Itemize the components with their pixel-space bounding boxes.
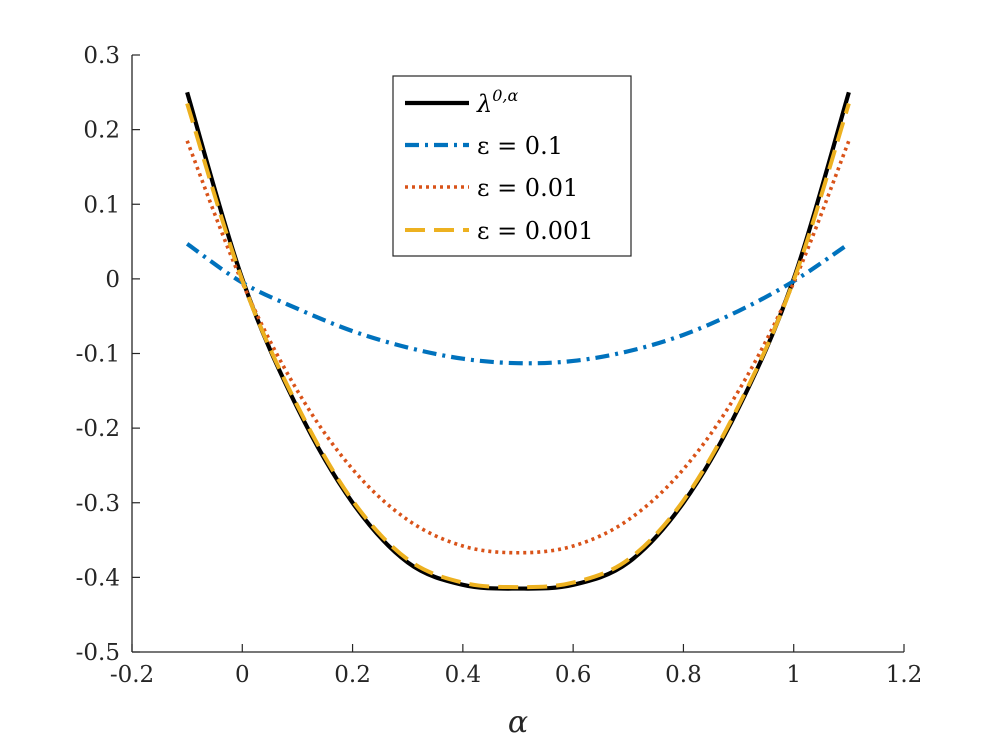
legend-label-lambda-main: λ bbox=[476, 90, 492, 118]
legend-entry-eps-0-01: ε = 0.01 bbox=[405, 174, 578, 202]
legend-label-eps-0-001: ε = 0.001 bbox=[477, 217, 594, 245]
plot-area: -0.2 0 0.2 0.4 0.6 0.8 1 1.2 -0.5-0.4-0.3-0.2-0… bbox=[76, 43, 923, 740]
series-eps-0-01-line bbox=[185, 140, 851, 555]
x-tick-label: 0 bbox=[235, 662, 250, 688]
x-axis-title: α bbox=[508, 705, 528, 740]
y-tick-label: 0.3 bbox=[83, 43, 120, 69]
legend-label-eps-0-1: ε = 0.1 bbox=[477, 132, 563, 160]
y-axis-ticks: -0.5 -0.4 -0.3 -0.2 -0.1 0 0.1 0.2 0.3 bbox=[76, 43, 140, 666]
series-eps-0-001-line bbox=[185, 102, 851, 590]
legend-entry-lambda: λ0,α bbox=[405, 86, 518, 118]
x-tick-label: 1.2 bbox=[886, 662, 923, 688]
x-axis-ticks: -0.2 0 0.2 0.4 0.6 0.8 1 1.2 bbox=[110, 644, 922, 688]
y-tick-label: 0.1 bbox=[83, 192, 120, 218]
y-tick-label: -0.4 bbox=[76, 565, 120, 591]
y-tick-label: -0.1 bbox=[76, 342, 120, 368]
legend-label-eps-0-01: ε = 0.01 bbox=[477, 174, 578, 202]
series-group bbox=[185, 91, 851, 591]
y-tick-label: 0 bbox=[105, 267, 120, 293]
y-tick-label: 0.2 bbox=[83, 118, 120, 144]
x-tick-label: 1 bbox=[786, 662, 801, 688]
y-tick-label: -0.2 bbox=[76, 416, 120, 442]
legend: λ0,α ε = 0.1 ε = 0.01 ε = 0.001 bbox=[392, 75, 632, 257]
x-tick-label: 0.4 bbox=[445, 662, 482, 688]
y-tick-label: -0.3 bbox=[76, 491, 120, 517]
series-eps-0-1-line bbox=[185, 242, 851, 366]
legend-label-lambda: λ0,α bbox=[476, 86, 518, 118]
x-tick-label: 0.8 bbox=[665, 662, 702, 688]
legend-label-lambda-sup: 0,α bbox=[492, 86, 518, 105]
x-tick-label: 0.2 bbox=[334, 662, 371, 688]
legend-entry-eps-0-001: ε = 0.001 bbox=[405, 217, 594, 245]
legend-box bbox=[392, 75, 632, 257]
x-tick-label: 0.6 bbox=[555, 662, 592, 688]
x-tick-label: -0.2 bbox=[110, 662, 154, 688]
legend-entry-eps-0-1: ε = 0.1 bbox=[405, 132, 563, 160]
y-tick-label: -0.5 bbox=[76, 640, 120, 666]
